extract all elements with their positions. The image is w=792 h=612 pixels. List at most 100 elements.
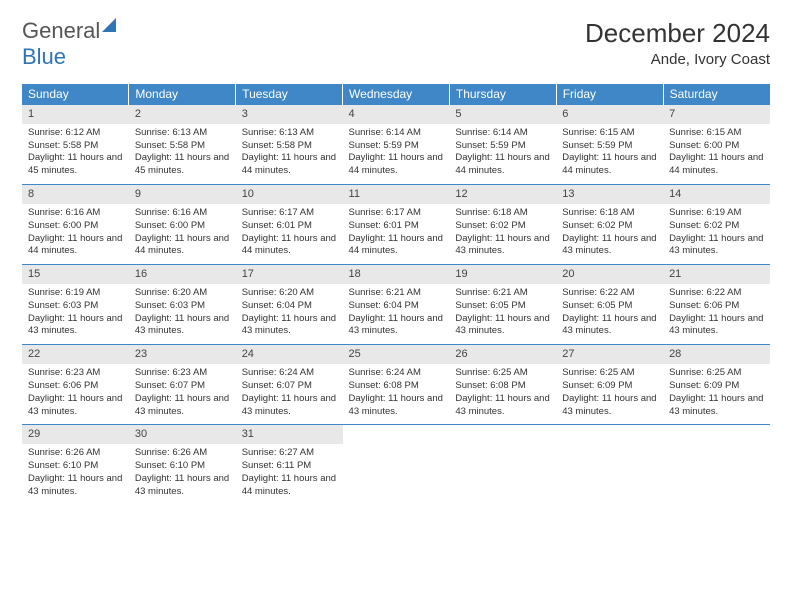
sunset-line: Sunset: 6:01 PM [242, 220, 337, 233]
day-details: Sunrise: 6:22 AMSunset: 6:05 PMDaylight:… [556, 284, 663, 344]
calendar-cell [449, 425, 556, 505]
day-number: 14 [663, 185, 770, 204]
day-number: 30 [129, 425, 236, 444]
sunset-line: Sunset: 5:58 PM [28, 140, 123, 153]
calendar-cell [556, 425, 663, 505]
daylight-line: Daylight: 11 hours and 43 minutes. [242, 393, 337, 419]
sunset-line: Sunset: 6:09 PM [562, 380, 657, 393]
daylight-line: Daylight: 11 hours and 44 minutes. [669, 152, 764, 178]
sunrise-line: Sunrise: 6:21 AM [455, 287, 550, 300]
calendar-cell: 26Sunrise: 6:25 AMSunset: 6:08 PMDayligh… [449, 345, 556, 425]
daylight-line: Daylight: 11 hours and 43 minutes. [135, 313, 230, 339]
daylight-line: Daylight: 11 hours and 44 minutes. [349, 233, 444, 259]
daylight-line: Daylight: 11 hours and 43 minutes. [455, 313, 550, 339]
day-details: Sunrise: 6:24 AMSunset: 6:08 PMDaylight:… [343, 364, 450, 424]
calendar-cell: 2 Sunrise: 6:13 AMSunset: 5:58 PMDaylight… [129, 105, 236, 185]
calendar-cell: 25Sunrise: 6:24 AMSunset: 6:08 PMDayligh… [343, 345, 450, 425]
day-number: 23 [129, 345, 236, 364]
weekday-header: Sunday [22, 84, 129, 105]
calendar-row: 1Sunrise: 6:12 AMSunset: 5:58 PMDaylight… [22, 105, 770, 185]
day-details: Sunrise: 6:26 AMSunset: 6:10 PMDaylight:… [22, 444, 129, 504]
sunrise-line: Sunrise: 6:13 AM [242, 127, 337, 140]
day-number: 18 [343, 265, 450, 284]
day-details: Sunrise: 6:14 AMSunset: 5:59 PMDaylight:… [449, 124, 556, 184]
calendar-cell: 22Sunrise: 6:23 AMSunset: 6:06 PMDayligh… [22, 345, 129, 425]
daylight-line: Daylight: 11 hours and 43 minutes. [242, 313, 337, 339]
calendar-body: 1Sunrise: 6:12 AMSunset: 5:58 PMDaylight… [22, 105, 770, 505]
sunset-line: Sunset: 5:59 PM [562, 140, 657, 153]
day-number: 17 [236, 265, 343, 284]
sunset-line: Sunset: 6:10 PM [135, 460, 230, 473]
day-details: Sunrise: 6:25 AMSunset: 6:09 PMDaylight:… [663, 364, 770, 424]
day-number: 2 [129, 105, 236, 124]
calendar-cell: 23Sunrise: 6:23 AMSunset: 6:07 PMDayligh… [129, 345, 236, 425]
day-number: 10 [236, 185, 343, 204]
sunrise-line: Sunrise: 6:26 AM [135, 447, 230, 460]
sunset-line: Sunset: 6:00 PM [669, 140, 764, 153]
calendar-cell: 12Sunrise: 6:18 AMSunset: 6:02 PMDayligh… [449, 185, 556, 265]
day-number: 8 [22, 185, 129, 204]
day-details: Sunrise: 6:15 AMSunset: 5:59 PMDaylight:… [556, 124, 663, 184]
sunset-line: Sunset: 6:05 PM [562, 300, 657, 313]
calendar-cell: 20Sunrise: 6:22 AMSunset: 6:05 PMDayligh… [556, 265, 663, 345]
calendar-cell: 19 Sunrise: 6:21 AMSunset: 6:05 PMDayligh… [449, 265, 556, 345]
sunset-line: Sunset: 6:04 PM [242, 300, 337, 313]
calendar-cell: 8Sunrise: 6:16 AMSunset: 6:00 PMDaylight… [22, 185, 129, 265]
daylight-line: Daylight: 11 hours and 44 minutes. [455, 152, 550, 178]
daylight-line: Daylight: 11 hours and 43 minutes. [669, 313, 764, 339]
sunrise-line: Sunrise: 6:25 AM [562, 367, 657, 380]
day-number: 19 [449, 265, 556, 284]
day-number: 22 [22, 345, 129, 364]
day-details: Sunrise: 6:26 AMSunset: 6:10 PMDaylight:… [129, 444, 236, 504]
sunset-line: Sunset: 6:06 PM [669, 300, 764, 313]
day-number: 3 [236, 105, 343, 124]
day-details: Sunrise: 6:20 AMSunset: 6:03 PMDaylight:… [129, 284, 236, 344]
sunrise-line: Sunrise: 6:23 AM [28, 367, 123, 380]
day-number: 29 [22, 425, 129, 444]
sunset-line: Sunset: 6:03 PM [135, 300, 230, 313]
sunrise-line: Sunrise: 6:22 AM [669, 287, 764, 300]
sunset-line: Sunset: 6:00 PM [135, 220, 230, 233]
daylight-line: Daylight: 11 hours and 43 minutes. [349, 393, 444, 419]
daylight-line: Daylight: 11 hours and 43 minutes. [562, 313, 657, 339]
calendar-cell: 5Sunrise: 6:14 AMSunset: 5:59 PMDaylight… [449, 105, 556, 185]
sunset-line: Sunset: 6:11 PM [242, 460, 337, 473]
sunset-line: Sunset: 6:05 PM [455, 300, 550, 313]
day-details: Sunrise: 6:15 AMSunset: 6:00 PMDaylight:… [663, 124, 770, 184]
daylight-line: Daylight: 11 hours and 43 minutes. [455, 233, 550, 259]
daylight-line: Daylight: 11 hours and 44 minutes. [349, 152, 444, 178]
sunrise-line: Sunrise: 6:25 AM [455, 367, 550, 380]
sunrise-line: Sunrise: 6:20 AM [135, 287, 230, 300]
sunset-line: Sunset: 6:02 PM [669, 220, 764, 233]
sunset-line: Sunset: 6:01 PM [349, 220, 444, 233]
calendar-cell: 27Sunrise: 6:25 AMSunset: 6:09 PMDayligh… [556, 345, 663, 425]
sunrise-line: Sunrise: 6:19 AM [669, 207, 764, 220]
calendar-cell: 21Sunrise: 6:22 AMSunset: 6:06 PMDayligh… [663, 265, 770, 345]
day-number: 26 [449, 345, 556, 364]
calendar-row: 22Sunrise: 6:23 AMSunset: 6:06 PMDayligh… [22, 345, 770, 425]
day-details: Sunrise: 6:19 AMSunset: 6:02 PMDaylight:… [663, 204, 770, 264]
calendar-row: 29Sunrise: 6:26 AMSunset: 6:10 PMDayligh… [22, 425, 770, 505]
sunrise-line: Sunrise: 6:21 AM [349, 287, 444, 300]
daylight-line: Daylight: 11 hours and 44 minutes. [135, 233, 230, 259]
daylight-line: Daylight: 11 hours and 45 minutes. [135, 152, 230, 178]
calendar-cell [343, 425, 450, 505]
sunrise-line: Sunrise: 6:13 AM [135, 127, 230, 140]
sunset-line: Sunset: 6:03 PM [28, 300, 123, 313]
day-details: Sunrise: 6:14 AMSunset: 5:59 PMDaylight:… [343, 124, 450, 184]
sunset-line: Sunset: 6:08 PM [349, 380, 444, 393]
sunrise-line: Sunrise: 6:16 AM [135, 207, 230, 220]
sunrise-line: Sunrise: 6:26 AM [28, 447, 123, 460]
day-number: 28 [663, 345, 770, 364]
calendar-cell: 31Sunrise: 6:27 AMSunset: 6:11 PMDayligh… [236, 425, 343, 505]
day-details: Sunrise: 6:16 AMSunset: 6:00 PMDaylight:… [129, 204, 236, 264]
sunset-line: Sunset: 5:59 PM [455, 140, 550, 153]
day-number: 5 [449, 105, 556, 124]
weekday-header: Friday [556, 84, 663, 105]
sunrise-line: Sunrise: 6:14 AM [349, 127, 444, 140]
sunset-line: Sunset: 6:08 PM [455, 380, 550, 393]
day-number: 6 [556, 105, 663, 124]
calendar-cell: 24Sunrise: 6:24 AMSunset: 6:07 PMDayligh… [236, 345, 343, 425]
sunset-line: Sunset: 5:58 PM [135, 140, 230, 153]
day-details: Sunrise: 6:25 AMSunset: 6:08 PMDaylight:… [449, 364, 556, 424]
